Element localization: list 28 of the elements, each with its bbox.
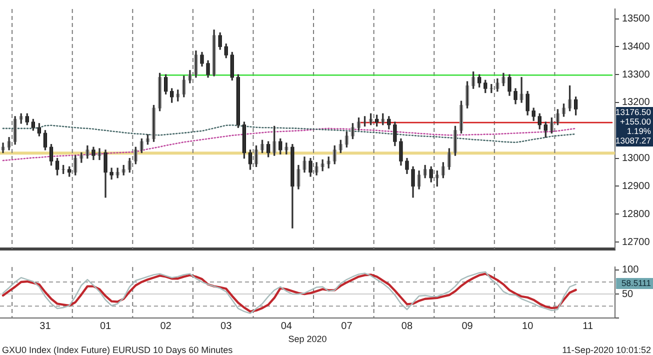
x-tick-label: 01: [100, 320, 112, 332]
y-tick-label: 12800: [622, 208, 650, 220]
x-tick-label: 10: [522, 320, 534, 332]
y-tick-label: 50: [622, 288, 634, 300]
x-tick-label: 07: [341, 320, 353, 332]
x-tick-label: 09: [462, 320, 474, 332]
x-tick-label: 11: [582, 320, 594, 332]
text: 13176.50: [616, 107, 652, 118]
x-axis-title: Sep 2020: [288, 334, 327, 344]
text: 58.5111: [622, 278, 652, 288]
text: 1.19%: [626, 126, 652, 136]
text: GXU0 Index (Index Future) EURUSD 10 Days 60 Minutes: [2, 345, 234, 355]
y-tick-label: 13000: [622, 153, 650, 164]
x-tick-label: 04: [280, 320, 292, 332]
x-tick-label: 02: [160, 320, 172, 332]
text: 13087.27: [616, 136, 652, 146]
text: 11-Sep-2020 10:01:52: [562, 345, 651, 355]
text: +155.00: [620, 116, 652, 127]
x-tick-label: 31: [40, 320, 52, 332]
y-tick-label: 12700: [622, 236, 650, 248]
y-tick-label: 13200: [622, 97, 650, 108]
y-tick-label: 13500: [622, 14, 650, 25]
y-tick-label: 13300: [622, 69, 650, 80]
x-tick-label: 08: [401, 320, 413, 332]
y-tick-label: 13400: [622, 41, 650, 52]
y-tick-label: 12900: [622, 180, 650, 192]
y-tick-label: 100: [622, 264, 640, 276]
x-tick-label: 03: [220, 320, 232, 332]
